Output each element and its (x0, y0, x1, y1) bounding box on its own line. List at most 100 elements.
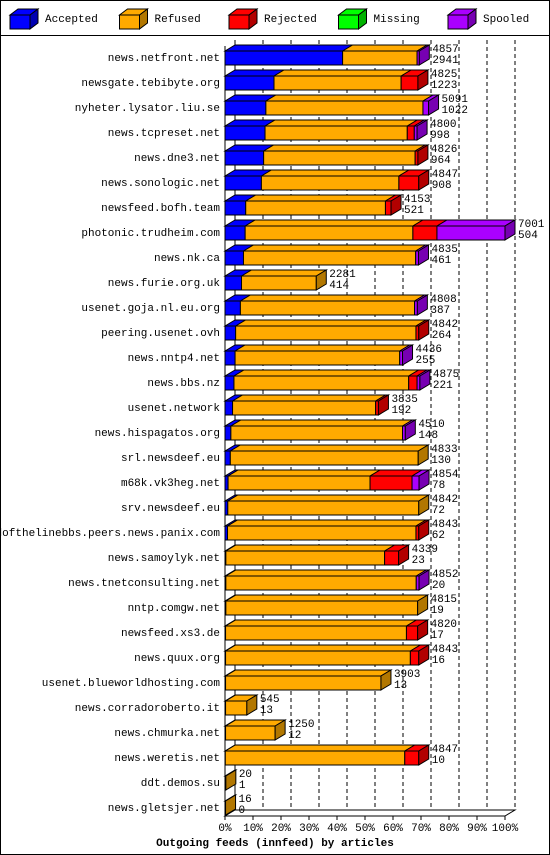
bar-side (246, 694, 258, 716)
bar-segment (384, 550, 400, 566)
legend-swatch (119, 14, 140, 30)
bar-top (228, 444, 431, 452)
category-label: news.weretis.net (114, 753, 220, 765)
bar-segment (404, 750, 420, 766)
bar-top (435, 219, 517, 227)
category-label: news.netfront.net (108, 53, 220, 65)
value-label: 12 (288, 730, 301, 742)
category-label: endofthelinebbs.peers.news.panix.com (0, 528, 220, 540)
bar-side (418, 494, 430, 516)
bar-top (229, 419, 415, 427)
value-label: 3903 (394, 669, 420, 681)
x-tick-label: 20% (271, 823, 291, 835)
legend-label: Rejected (264, 14, 317, 26)
bar-segment (409, 650, 420, 666)
value-label: 4842 (432, 494, 458, 506)
bar-top (238, 294, 427, 302)
value-label: 7001 (518, 219, 545, 231)
bar-top (232, 369, 421, 377)
category-label: usenet.network (128, 403, 221, 415)
bar-segment (225, 625, 407, 641)
bar-side (225, 769, 237, 791)
bar-segment (225, 550, 386, 566)
bar-top (224, 569, 429, 577)
bar-segment (224, 75, 275, 91)
category-label: news.nk.ca (154, 253, 220, 265)
value-label: 17 (431, 630, 444, 642)
value-label: 4842 (432, 319, 458, 331)
value-label: 4875 (433, 369, 459, 381)
x-tick-label: 70% (411, 823, 431, 835)
legend-swatch (9, 14, 31, 30)
legend-swatch (228, 14, 250, 30)
value-label: 2281 (329, 269, 356, 281)
bar-segment (405, 625, 419, 641)
x-tick-label: 100% (492, 823, 519, 835)
x-axis-title: Outgoing feeds (innfeed) by articles (156, 838, 394, 850)
value-label: 255 (416, 355, 436, 367)
bar-segment (225, 650, 411, 666)
value-label: 414 (329, 280, 349, 292)
bar-segment (227, 500, 420, 516)
bar-segment (273, 75, 402, 91)
bar-segment (224, 275, 243, 291)
bar-top (223, 644, 423, 652)
value-label: 20 (239, 769, 252, 781)
bar-segment (224, 225, 246, 241)
bar-segment (239, 300, 416, 316)
value-label: 13 (394, 680, 407, 692)
bar-top (261, 144, 427, 152)
value-label: 461 (431, 255, 451, 267)
bar-segment (412, 225, 438, 241)
value-label: 4852 (432, 569, 458, 581)
bar-segment (436, 225, 506, 241)
category-label: srv.newsdeef.eu (121, 503, 220, 515)
bar-top (230, 394, 388, 402)
bar-side (418, 644, 430, 666)
bar-side (418, 169, 430, 191)
bar-segment (384, 200, 392, 216)
value-label: 16 (239, 794, 252, 806)
bar-side (390, 194, 402, 216)
bar-segment (225, 725, 276, 741)
value-label: 4854 (432, 469, 459, 481)
value-label: 998 (430, 130, 450, 142)
bar-segment (245, 200, 386, 216)
category-label: news.corradoroberto.it (75, 703, 220, 715)
value-label: 4843 (432, 644, 458, 656)
legend-swatch (358, 8, 367, 30)
bar-top (259, 169, 411, 177)
bar-top (226, 469, 382, 477)
x-tick-label: 60% (383, 823, 403, 835)
legend-swatch (248, 8, 258, 30)
bar-side (417, 69, 429, 91)
bar-segment (233, 375, 410, 391)
value-label: 4808 (430, 294, 456, 306)
x-tick-label: 0% (218, 823, 232, 835)
value-label: 78 (432, 480, 445, 492)
bar-segment (224, 450, 231, 466)
bar-top (223, 619, 419, 627)
bar-segment (225, 675, 382, 691)
value-label: 521 (404, 205, 424, 217)
bar-side (417, 244, 429, 266)
bar-segment (234, 350, 401, 366)
category-label: m68k.vk3heg.net (121, 478, 220, 490)
bar-side (418, 744, 430, 766)
bar-segment (224, 150, 265, 166)
category-label: newsgate.tebibyte.org (81, 78, 220, 90)
bar-side (402, 344, 414, 366)
bar-segment (244, 225, 414, 241)
bar-side (417, 144, 429, 166)
bar-top (225, 494, 431, 502)
category-label: news.nntp4.net (128, 353, 220, 365)
bar-segment (225, 700, 248, 716)
bar-segment (224, 325, 237, 341)
bar-segment (230, 425, 404, 441)
x-tick-label: 90% (467, 823, 487, 835)
bar-segment (224, 400, 234, 416)
value-label: 4826 (431, 144, 457, 156)
value-label: 72 (432, 505, 445, 517)
category-label: nntp.comgw.net (128, 603, 220, 615)
